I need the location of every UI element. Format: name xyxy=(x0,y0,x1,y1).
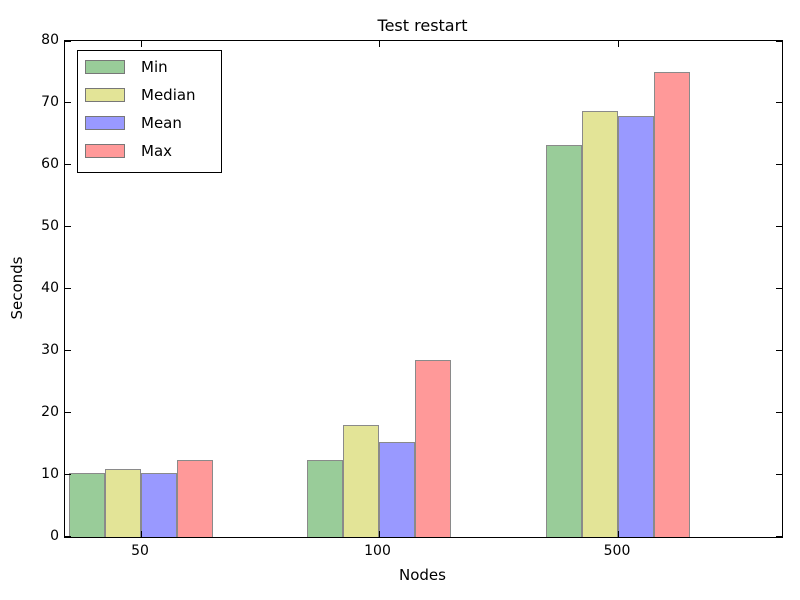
bar-max-500 xyxy=(654,72,690,537)
legend-item: Max xyxy=(78,137,221,165)
y-tick-mark xyxy=(65,474,71,475)
y-tick-mark xyxy=(776,102,782,103)
x-tick-mark xyxy=(379,531,380,537)
bar-mean-50 xyxy=(141,472,177,537)
y-tick-mark xyxy=(776,412,782,413)
x-tick-mark xyxy=(618,41,619,47)
y-tick-label: 30 xyxy=(41,342,59,358)
x-tick-mark xyxy=(141,41,142,47)
legend-label: Min xyxy=(141,58,168,76)
y-tick-mark xyxy=(776,536,782,537)
y-tick-mark xyxy=(65,41,71,42)
legend-label: Mean xyxy=(141,114,182,132)
legend-item: Mean xyxy=(78,109,221,137)
y-tick-label: 70 xyxy=(41,94,59,110)
y-tick-mark xyxy=(65,102,71,103)
y-tick-label: 80 xyxy=(41,32,59,48)
y-tick-mark xyxy=(65,350,71,351)
legend-label: Max xyxy=(141,142,173,160)
y-tick-label: 50 xyxy=(41,218,59,234)
y-tick-mark xyxy=(776,164,782,165)
legend-label: Median xyxy=(141,86,196,104)
y-tick-mark xyxy=(776,350,782,351)
legend-swatch xyxy=(85,60,125,74)
y-tick-label: 10 xyxy=(41,466,59,482)
y-tick-label: 0 xyxy=(50,528,59,544)
x-tick-mark xyxy=(618,531,619,537)
bar-median-50 xyxy=(105,469,141,537)
y-tick-mark xyxy=(65,536,71,537)
x-tick-label: 50 xyxy=(131,543,149,559)
legend-item: Min xyxy=(78,53,221,81)
y-tick-mark xyxy=(65,288,71,289)
x-tick-mark xyxy=(379,41,380,47)
y-tick-mark xyxy=(65,226,71,227)
y-tick-mark xyxy=(65,164,71,165)
chart-title: Test restart xyxy=(377,16,468,35)
bar-min-50 xyxy=(69,472,105,537)
x-tick-mark xyxy=(141,531,142,537)
legend-swatch xyxy=(85,116,125,130)
bar-mean-500 xyxy=(618,116,654,537)
x-tick-label: 500 xyxy=(603,543,631,559)
legend-item: Median xyxy=(78,81,221,109)
y-tick-label: 40 xyxy=(41,280,59,296)
x-axis-title: Nodes xyxy=(399,566,446,584)
legend-swatch xyxy=(85,144,125,158)
y-tick-mark xyxy=(776,226,782,227)
y-tick-mark xyxy=(776,41,782,42)
y-tick-label: 20 xyxy=(41,404,59,420)
bar-min-500 xyxy=(546,145,582,537)
y-tick-mark xyxy=(776,474,782,475)
x-tick-label: 100 xyxy=(364,543,391,559)
legend: Min Median Mean Max xyxy=(77,50,222,173)
bar-median-100 xyxy=(343,425,379,537)
bar-max-100 xyxy=(415,360,451,537)
y-tick-mark xyxy=(776,288,782,289)
bar-mean-100 xyxy=(379,441,415,537)
bar-min-100 xyxy=(307,459,343,537)
legend-swatch xyxy=(85,88,125,102)
bar-median-500 xyxy=(582,111,618,537)
bar-max-50 xyxy=(177,460,213,537)
y-tick-mark xyxy=(65,412,71,413)
plot-area xyxy=(64,40,783,538)
y-tick-label: 60 xyxy=(41,156,59,172)
